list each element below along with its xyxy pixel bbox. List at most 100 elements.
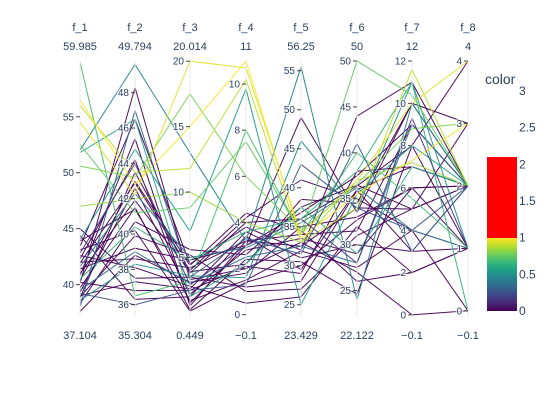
axis-tick-label: 4 — [456, 57, 462, 68]
axis-tick-label: 0 — [234, 310, 240, 321]
axis-f8[interactable]: f_8 4 −0.1 0 1 2 3 4 — [456, 22, 478, 342]
axis-min-label: 23.429 — [284, 330, 318, 342]
data-line-37 — [79, 163, 469, 306]
colorbar-above-range-segment — [487, 157, 517, 238]
data-line-22 — [79, 180, 469, 282]
axis-title: f_6 — [349, 22, 364, 34]
axis-f6[interactable]: f_6 50 22.122 25 30 35 40 45 50 — [340, 22, 374, 342]
axis-tick-label: 8 — [234, 126, 240, 137]
axis-min-label: −0.1 — [457, 330, 479, 342]
axis-max-label: 11 — [240, 41, 251, 53]
axis-max-label: 20.014 — [173, 41, 207, 53]
axis-max-label: 59.985 — [63, 41, 97, 53]
axis-max-label: 50 — [351, 41, 363, 53]
axis-tick-label: 30 — [284, 261, 296, 272]
axis-min-label: 35.304 — [118, 330, 152, 342]
data-line-28 — [79, 118, 469, 298]
axis-f4[interactable]: f_4 11 −0.1 0 2 4 6 8 10 — [229, 22, 257, 342]
axis-tick-label: 50 — [63, 168, 75, 179]
data-line-36 — [79, 59, 469, 240]
axis-tick-label: 40 — [63, 280, 75, 291]
axis-tick-label: 5 — [178, 253, 184, 264]
axis-tick-label: 4 — [234, 218, 240, 229]
data-line-30 — [79, 61, 469, 297]
axis-f3[interactable]: f_3 20.014 0.449 5 10 15 20 — [173, 22, 207, 342]
data-line-2 — [79, 166, 469, 292]
colorbar-tick-label: 0.5 — [519, 267, 536, 281]
colorbar-viridis-segment — [487, 238, 517, 311]
colorbar-title: color — [485, 71, 516, 87]
axis-min-label: 22.122 — [340, 330, 374, 342]
colorbar-tick-label: 0 — [519, 304, 526, 318]
axis-title: f_5 — [293, 22, 308, 34]
axis-tick-label: 2 — [400, 268, 406, 279]
axis-tick-label: 0 — [400, 310, 406, 321]
data-line-39 — [79, 116, 469, 286]
axis-tick-label: 48 — [118, 88, 130, 99]
axis-min-label: 0.449 — [176, 330, 204, 342]
axis-tick-label: 40 — [340, 148, 352, 159]
data-line-21 — [79, 185, 469, 312]
axis-tick-label: 10 — [395, 99, 407, 110]
axis-tick-label: 42 — [118, 194, 130, 205]
axis-tick-label: 30 — [340, 240, 352, 251]
axis-min-label: −0.1 — [401, 330, 423, 342]
data-line-19 — [79, 231, 469, 297]
axis-tick-label: 45 — [284, 144, 296, 155]
colorbar-ticks: 3 2.5 2 1.5 1 0.5 0 — [519, 84, 536, 318]
axis-tick-label: 6 — [234, 172, 240, 183]
axis-tick-label: 2 — [234, 264, 240, 275]
data-line-32 — [79, 93, 469, 232]
axis-max-label: 56.25 — [287, 41, 315, 53]
axis-min-label: 37.104 — [63, 330, 97, 342]
axis-tick-label: 6 — [400, 183, 406, 194]
axis-f1[interactable]: f_1 59.985 37.104 40 45 50 55 — [63, 22, 97, 342]
axis-tick-label: 35 — [284, 222, 296, 233]
axis-tick-label: 4 — [400, 226, 406, 237]
data-line-17 — [79, 185, 469, 298]
data-line-10 — [79, 225, 469, 304]
axis-max-label: 4 — [465, 41, 471, 53]
axis-tick-label: 1 — [456, 244, 462, 255]
axis-tick-label: 55 — [284, 66, 296, 77]
axis-tick-label: 35 — [340, 194, 352, 205]
colorbar-tick-label: 2 — [519, 157, 526, 171]
axis-tick-label: 40 — [118, 230, 130, 241]
data-line-1 — [79, 185, 469, 269]
axis-tick-label: 38 — [118, 265, 130, 276]
data-line-3 — [79, 144, 469, 299]
axis-f2[interactable]: f_2 49.794 35.304 36 38 40 42 44 46 48 — [118, 22, 152, 342]
axis-tick-label: 12 — [395, 57, 407, 68]
axis-tick-label: 15 — [173, 122, 185, 133]
axis-tick-label: 45 — [63, 224, 75, 235]
axis-tick-label: 25 — [284, 300, 296, 311]
axis-tick-label: 46 — [118, 124, 130, 135]
axis-f5[interactable]: f_5 56.25 23.429 25 30 35 40 45 50 55 — [284, 22, 318, 342]
data-line-7 — [79, 185, 469, 288]
data-line-15 — [79, 166, 469, 300]
colorbar-tick-label: 1 — [519, 231, 526, 245]
axis-title: f_7 — [404, 22, 419, 34]
axis-f7[interactable]: f_7 12 −0.1 0 2 4 6 8 10 12 — [395, 22, 423, 342]
data-line-26 — [79, 80, 469, 301]
axis-title: f_3 — [182, 22, 197, 34]
axis-min-label: −0.1 — [235, 330, 257, 342]
axis-tick-label: 3 — [456, 119, 462, 130]
data-line-16 — [79, 85, 469, 316]
data-line-31 — [79, 60, 469, 235]
axis-tick-label: 25 — [340, 286, 352, 297]
axis-tick-label: 40 — [284, 183, 296, 194]
polylines — [79, 59, 469, 316]
colorbar-tick-label: 2.5 — [519, 121, 536, 135]
data-line-34 — [79, 68, 469, 244]
axis-max-label: 49.794 — [118, 41, 152, 53]
axis-tick-label: 20 — [173, 57, 185, 68]
axis-tick-label: 44 — [118, 159, 130, 170]
axis-max-label: 12 — [406, 41, 418, 53]
axis-title: f_1 — [72, 22, 87, 34]
data-line-25 — [79, 63, 469, 302]
axis-tick-label: 10 — [229, 80, 241, 91]
axis-title: f_8 — [460, 22, 475, 34]
axis-tick-label: 36 — [118, 300, 130, 311]
